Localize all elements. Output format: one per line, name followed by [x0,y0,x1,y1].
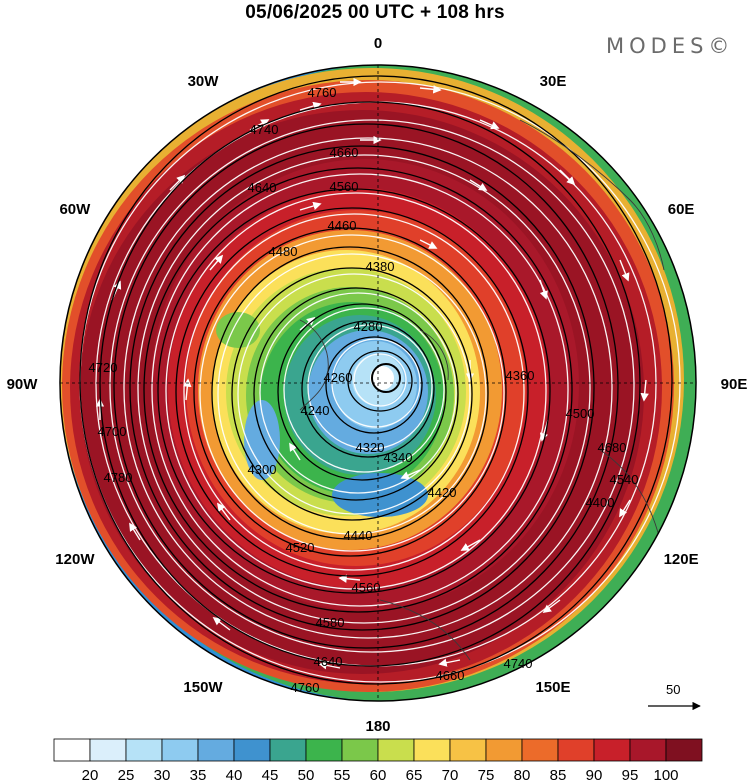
height-label: 4340 [384,450,413,465]
colorbar-tick-label: 100 [653,767,678,782]
height-label: 4520 [286,540,315,555]
height-label: 4660 [330,145,359,160]
colorbar-tick-label: 70 [442,767,459,782]
wind-reference-vector: 50 [648,682,701,711]
colorbar-tick-label: 40 [226,767,243,782]
height-label: 4780 [104,470,133,485]
colorbar-swatch [269,738,307,762]
height-label: 4760 [308,85,337,100]
height-label: 4560 [352,580,381,595]
colorbar-tick-label: 55 [334,767,351,782]
graticule [60,65,696,701]
height-label: 4380 [366,259,395,274]
colorbar-tick-label: 50 [298,767,315,782]
colorbar-swatch [413,738,451,762]
colorbar-swatch [89,738,127,762]
longitude-label: 150E [535,679,570,696]
colorbar-tick-label: 25 [118,767,135,782]
colorbar-swatch [557,738,595,762]
height-label: 4420 [428,485,457,500]
colorbar-tick-label: 30 [154,767,171,782]
height-label: 4560 [330,179,359,194]
colorbar-tick-label: 85 [550,767,567,782]
longitude-labels: 0 30E 60E 90E 120E 150E 180 150W 120W 90W 60W 30W [7,35,748,735]
height-labels: 4760 4740 4660 4640 4560 4480 4460 4380 4280 4260… [89,85,639,695]
streamline-arrows [95,77,649,670]
coastlines [299,119,665,661]
height-label: 4720 [89,360,118,375]
height-label: 4640 [314,654,343,669]
colorbar-swatch [125,738,163,762]
height-label: 4480 [269,244,298,259]
longitude-label: 120W [55,551,95,568]
colorbar-tick-label: 65 [406,767,423,782]
colorbar-tick-label: 60 [370,767,387,782]
longitude-label: 0 [374,35,382,52]
wind-speed-field [60,65,696,701]
longitude-label: 90E [721,376,748,393]
colorbar-swatch [521,738,559,762]
colorbar-swatch [305,738,343,762]
height-label: 4300 [248,462,277,477]
height-label: 4440 [344,528,373,543]
longitude-label: 60E [668,201,695,218]
colorbar-swatch [593,738,631,762]
longitude-label: 30W [188,73,220,90]
colorbar-swatch [377,738,415,762]
longitude-label: 180 [365,718,390,735]
height-label: 4360 [506,368,535,383]
polar-map: 4760 4740 4660 4640 4560 4480 4460 4380 4280 4260… [7,35,748,735]
height-label: 4240 [301,403,330,418]
colorbar-swatch [341,738,379,762]
colorbar-tick-label: 95 [622,767,639,782]
colorbar: 20 25 30 35 40 45 50 55 60 65 70 75 80 85 90 95 100 [53,738,703,782]
colorbar-tick-label: 90 [586,767,603,782]
height-label: 4320 [356,440,385,455]
colorbar-tick-label: 35 [190,767,207,782]
longitude-label: 150W [183,679,223,696]
height-label: 4580 [316,615,345,630]
height-label: 4740 [504,656,533,671]
colorbar-tick-label: 80 [514,767,531,782]
colorbar-tick-label: 75 [478,767,495,782]
longitude-label: 60W [59,201,91,218]
colorbar-swatch [485,738,523,762]
height-label: 4740 [250,122,279,137]
wind-reference-label: 50 [666,682,680,697]
height-label: 4700 [98,424,127,439]
colorbar-swatch [197,738,235,762]
height-label: 4660 [436,668,465,683]
chart-title: 05/06/2025 00 UTC + 108 hrs [245,2,505,23]
height-label: 4640 [248,180,277,195]
colorbar-swatch [53,738,91,762]
colorbar-swatch [629,738,667,762]
height-contours [79,75,673,685]
colorbar-swatch [161,738,199,762]
height-label: 4680 [598,440,627,455]
colorbar-swatch [449,738,487,762]
height-label: 4400 [586,495,615,510]
height-label: 4460 [328,218,357,233]
map-border [59,64,697,702]
height-label: 4760 [291,680,320,695]
brand-logo: MODES© [606,34,735,58]
height-label: 4540 [610,472,639,487]
longitude-label: 90W [7,376,39,393]
wind-streamlines [79,81,681,683]
colorbar-ticks: 20 25 30 35 40 45 50 55 60 65 70 75 80 85 90 95 100 [82,767,679,782]
longitude-label: 120E [664,551,699,568]
colorbar-tick-label: 20 [82,767,99,782]
colorbar-swatch [233,738,271,762]
colorbar-swatches [53,738,703,762]
colorbar-tick-label: 45 [262,767,279,782]
height-label: 4280 [354,319,383,334]
longitude-label: 30E [540,73,567,90]
height-label: 4260 [324,370,353,385]
colorbar-swatch [665,738,703,762]
height-label: 4500 [566,406,595,421]
